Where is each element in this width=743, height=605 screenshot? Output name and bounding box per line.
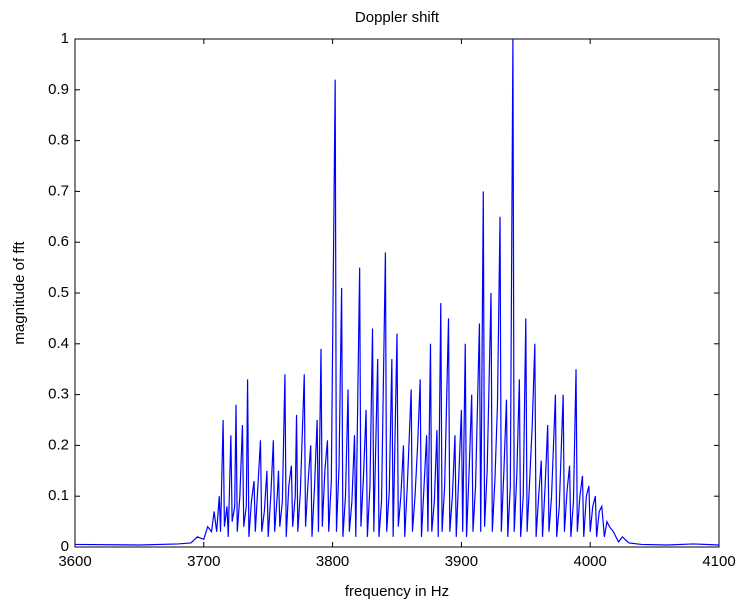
y-tick-label: 0.7	[48, 182, 69, 199]
data-line	[74, 38, 720, 546]
x-tick-label: 3800	[316, 553, 349, 570]
y-tick-label: 0.2	[48, 436, 69, 453]
y-tick-label: 0.8	[48, 132, 69, 149]
y-tick-label: 0.6	[48, 233, 69, 250]
x-tick-label: 3700	[187, 553, 220, 570]
x-tick-label: 4000	[574, 553, 607, 570]
y-tick-label: 0.3	[48, 386, 69, 403]
y-tick-label: 0.4	[48, 335, 69, 352]
x-axis-label: frequency in Hz	[345, 583, 449, 600]
y-tick-label: 1	[61, 30, 69, 47]
y-tick-label: 0.5	[48, 284, 69, 301]
chart-title: Doppler shift	[355, 9, 440, 26]
x-tick-label: 4100	[702, 553, 735, 570]
y-tick-label: 0.1	[48, 487, 69, 504]
plot-frame	[74, 38, 720, 548]
y-axis-label: magnitude of fft	[11, 241, 28, 345]
x-tick-label: 3900	[445, 553, 478, 570]
x-tick-label: 3600	[58, 553, 91, 570]
y-tick-label: 0.9	[48, 81, 69, 98]
y-tick-label: 0	[61, 538, 69, 555]
